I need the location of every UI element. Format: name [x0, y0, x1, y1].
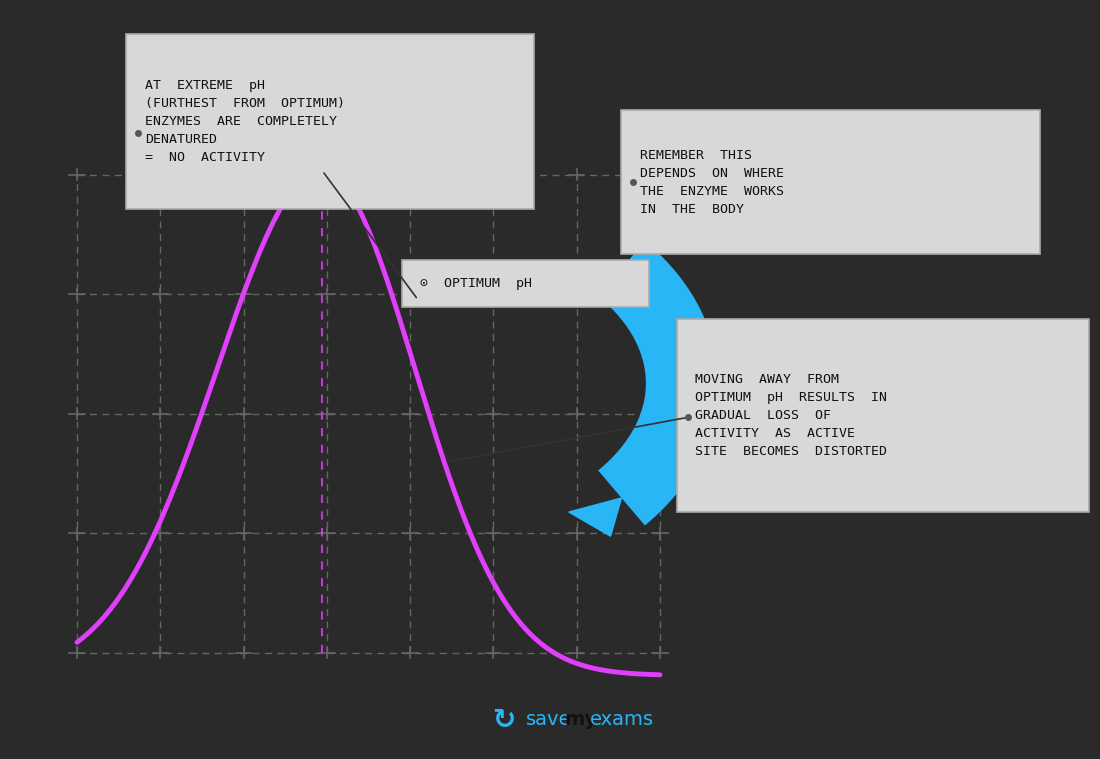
- Text: exams: exams: [590, 710, 653, 729]
- FancyBboxPatch shape: [676, 319, 1089, 512]
- Text: REMEMBER  THIS
DEPENDS  ON  WHERE
THE  ENZYME  WORKS
IN  THE  BODY: REMEMBER THIS DEPENDS ON WHERE THE ENZYM…: [640, 149, 784, 216]
- FancyBboxPatch shape: [621, 110, 1040, 254]
- Polygon shape: [621, 269, 674, 307]
- Polygon shape: [569, 498, 622, 536]
- Text: my: my: [564, 710, 597, 729]
- Text: MOVING  AWAY  FROM
OPTIMUM  pH  RESULTS  IN
GRADUAL  LOSS  OF
ACTIVITY  AS  ACTI: MOVING AWAY FROM OPTIMUM pH RESULTS IN G…: [695, 373, 888, 458]
- Text: ⊙  OPTIMUM  pH: ⊙ OPTIMUM pH: [420, 277, 532, 291]
- Text: save: save: [526, 710, 571, 729]
- Text: ↻: ↻: [492, 706, 516, 733]
- FancyBboxPatch shape: [126, 34, 534, 209]
- FancyBboxPatch shape: [402, 260, 649, 307]
- Text: AT  EXTREME  pH
(FURTHEST  FROM  OPTIMUM)
ENZYMES  ARE  COMPLETELY
DENATURED
=  : AT EXTREME pH (FURTHEST FROM OPTIMUM) EN…: [145, 79, 345, 164]
